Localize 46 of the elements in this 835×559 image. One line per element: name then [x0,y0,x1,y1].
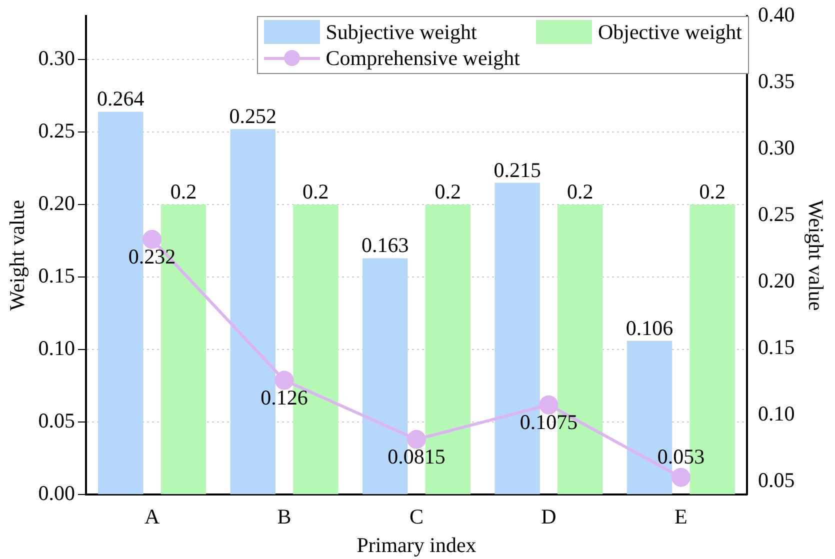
y-tick-label: 0.30 [38,46,75,70]
data-label: 0.163 [361,233,409,258]
x-tick-label: C [409,504,424,529]
data-label: 0.126 [260,385,308,410]
x-tick-label: B [277,504,292,529]
data-label: 0.2 [302,180,329,204]
y-tick-label: 0.05 [38,408,75,433]
y2-axis-title: Weight value [804,200,828,311]
data-label: 0.264 [97,86,145,111]
data-label: 0.1075 [520,410,578,434]
data-label: 0.215 [494,158,541,182]
x-axis-title: Primary index [356,532,477,557]
y-tick-label: 0.10 [38,336,75,360]
data-label: 0.2 [170,180,197,204]
data-label: 0.252 [229,104,277,128]
y2-tick-label: 0.05 [758,468,795,492]
point [539,395,558,414]
y2-tick-label: 0.35 [758,68,795,93]
y-tick-label: 0.25 [38,118,75,143]
y2-tick-label: 0.25 [758,202,795,226]
y-tick-label: 0.15 [38,264,75,288]
legend-label: Comprehensive weight [326,45,520,71]
y2-tick-label: 0.15 [758,334,795,359]
data-label: 0.0815 [388,444,446,468]
point [671,468,690,487]
data-label: 0.2 [566,180,594,204]
y2-tick-label: 0.10 [758,401,795,426]
y2-tick-label: 0.30 [758,135,795,160]
data-label: 0.2 [699,180,726,204]
data-label: 0.232 [128,244,176,268]
x-tick-label: E [674,504,688,529]
legend-label: Objective weight [598,19,742,45]
x-tick-label: D [541,504,556,529]
legend-label: Subjective weight [326,19,477,45]
y2-tick-label: 0.40 [758,2,795,27]
point [274,370,294,390]
data-label: 0.106 [626,316,674,340]
y2-tick-label: 0.20 [758,268,795,292]
y-tick-label: 0.20 [38,191,75,216]
point [407,430,426,449]
data-label: 0.053 [657,444,705,468]
data-label: 0.2 [434,180,462,204]
y-tick-label: 0.00 [38,481,75,506]
point [142,230,162,249]
x-tick-label: A [144,504,160,529]
y-axis-title: Weight value [5,200,30,311]
